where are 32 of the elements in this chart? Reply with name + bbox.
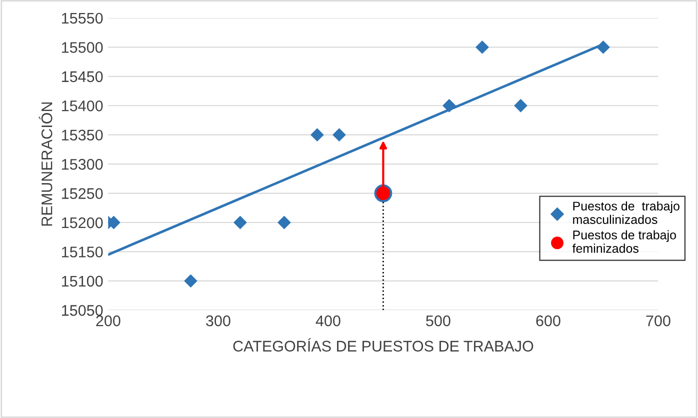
point bbox=[596, 40, 610, 54]
y-axis-title: REMUNERACIÓN bbox=[38, 102, 52, 226]
legend-label: Puestos de trabajo masculinizados bbox=[573, 201, 680, 224]
point bbox=[476, 40, 489, 54]
x-tick-label: 600 bbox=[536, 315, 560, 326]
y-tick-label: 15050 bbox=[62, 305, 103, 316]
y-tick-label: 15350 bbox=[62, 130, 103, 141]
y-tick-label: 15100 bbox=[62, 276, 103, 287]
x-axis-title: CATEGORÍAS DE PUESTOS DE TRABAJO bbox=[233, 338, 534, 352]
y-tick-label: 15150 bbox=[62, 246, 103, 258]
y-tick-label: 15300 bbox=[62, 158, 103, 170]
y-tick-label: 15400 bbox=[62, 100, 103, 112]
point bbox=[374, 184, 392, 202]
y-tick-label: 15200 bbox=[62, 217, 103, 228]
x-tick-label: 500 bbox=[426, 315, 450, 326]
point bbox=[184, 274, 198, 288]
point bbox=[278, 216, 291, 230]
x-tick-label: 400 bbox=[316, 315, 340, 326]
x-tick-label: 700 bbox=[646, 315, 670, 326]
y-tick-label: 15500 bbox=[62, 42, 103, 53]
x-tick-label: 300 bbox=[206, 315, 230, 326]
x-tick-label: 200 bbox=[96, 315, 120, 326]
y-tick-label: 15250 bbox=[62, 188, 103, 199]
legend-label: Puestos de trabajo feminizados bbox=[572, 230, 676, 253]
point bbox=[310, 128, 324, 142]
point bbox=[234, 216, 247, 230]
point bbox=[514, 99, 528, 112]
point bbox=[108, 216, 120, 230]
y-tick-label: 15450 bbox=[62, 71, 103, 82]
y-tick-label: 15550 bbox=[62, 12, 103, 24]
point bbox=[332, 128, 346, 142]
point bbox=[442, 99, 456, 112]
